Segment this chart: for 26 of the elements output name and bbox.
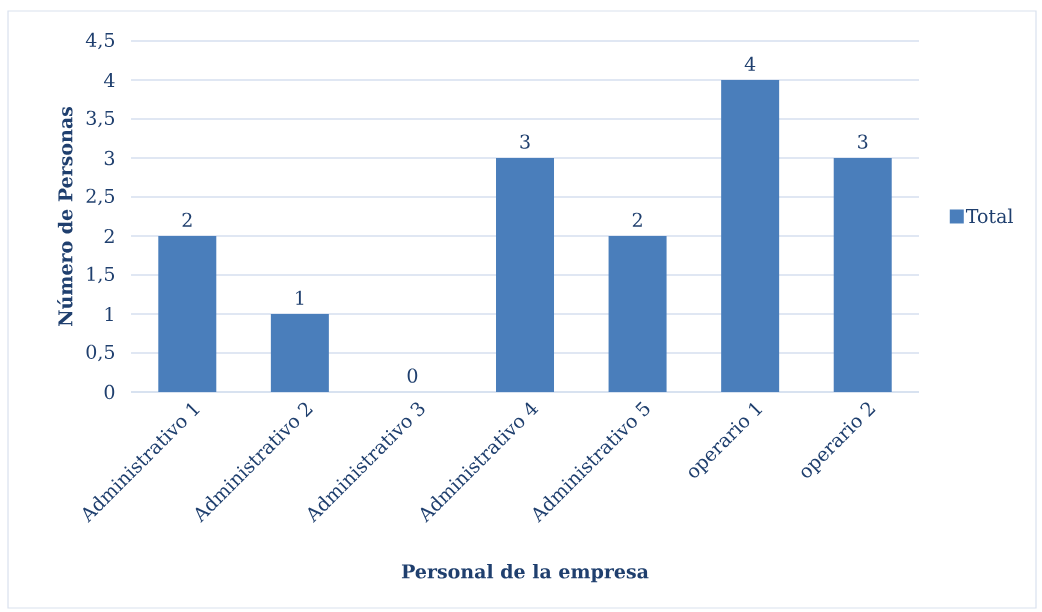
y-tick-label: 0 [104,384,115,400]
data-label: 3 [858,134,868,149]
bar [721,79,780,392]
y-axis-title: Número de Personas [57,106,73,327]
y-tick-label: 2 [104,228,114,244]
data-label: 0 [407,368,418,383]
data-label: 2 [632,212,642,227]
y-tick-label: 1,5 [87,266,115,284]
data-label: 4 [744,56,756,71]
x-axis-title: Personal de la empresa [401,563,649,583]
y-tick-label: 1 [105,306,113,322]
legend-label: Total [965,208,1013,224]
bar [270,313,329,392]
y-tick-label: 2,5 [86,188,115,206]
y-tick-label: 4,5 [85,32,115,50]
bar [158,235,217,392]
y-tick-label: 0,5 [86,344,115,362]
bar [496,157,555,392]
bar [833,157,892,392]
y-tick-label: 4 [103,72,115,88]
data-label: 1 [296,290,304,305]
data-label: 2 [182,212,192,227]
y-tick-label: 3,5 [86,110,115,128]
bar [608,235,667,392]
y-tick-label: 3 [104,150,115,166]
data-label: 3 [520,134,530,149]
